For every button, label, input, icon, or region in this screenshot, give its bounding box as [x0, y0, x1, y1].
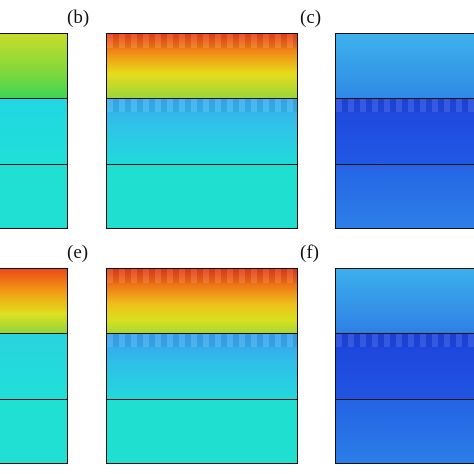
panel-b-top-layer — [107, 34, 297, 98]
panel-b-bottom-layer — [107, 164, 297, 228]
panel-f-top-layer — [336, 269, 474, 333]
panel-e-top-ripple — [107, 269, 297, 283]
panel-f-middle-ripple — [336, 333, 474, 347]
panel-d-partial — [0, 268, 68, 464]
panel-c-bottom-layer — [336, 164, 474, 228]
panel-e — [106, 268, 298, 464]
panel-c-middle-layer — [336, 98, 474, 164]
panel-d-top-layer — [0, 269, 67, 333]
panel-e-interface-1 — [107, 333, 297, 334]
panel-f-interface-2 — [336, 399, 474, 400]
panel-f-interface-1 — [336, 333, 474, 334]
panel-b-middle-ripple — [107, 98, 297, 112]
panel-label-c: (c) — [300, 7, 322, 28]
panel-a-bottom-layer — [0, 164, 67, 228]
panel-label-b: (b) — [67, 7, 90, 28]
panel-d-middle-layer — [0, 333, 67, 399]
panel-e-bottom-layer — [107, 399, 297, 463]
panel-b-interface-1 — [107, 98, 297, 99]
panel-a-interface-2 — [0, 164, 67, 165]
panel-f-bottom-layer — [336, 399, 474, 463]
panel-e-top-layer — [107, 269, 297, 333]
panel-b — [106, 33, 298, 229]
panel-c-interface-1 — [336, 98, 474, 99]
panel-f-middle-layer — [336, 333, 474, 399]
panel-a-partial — [0, 33, 68, 229]
panel-d-bottom-layer — [0, 399, 67, 463]
panel-e-interface-2 — [107, 399, 297, 400]
panel-a-top-layer — [0, 34, 67, 98]
panel-b-interface-2 — [107, 164, 297, 165]
panel-label-e: (e) — [67, 242, 89, 263]
panel-label-f: (f) — [300, 242, 319, 263]
panel-e-middle-ripple — [107, 333, 297, 347]
panel-b-top-ripple — [107, 34, 297, 48]
panel-c — [335, 33, 474, 229]
panel-f — [335, 268, 474, 464]
panel-c-interface-2 — [336, 164, 474, 165]
panel-b-middle-layer — [107, 98, 297, 164]
panel-e-middle-layer — [107, 333, 297, 399]
panel-d-interface-1 — [0, 333, 67, 334]
panel-c-top-layer — [336, 34, 474, 98]
panel-c-middle-ripple — [336, 98, 474, 112]
panel-d-interface-2 — [0, 399, 67, 400]
panel-a-middle-layer — [0, 98, 67, 164]
panel-a-interface-1 — [0, 98, 67, 99]
